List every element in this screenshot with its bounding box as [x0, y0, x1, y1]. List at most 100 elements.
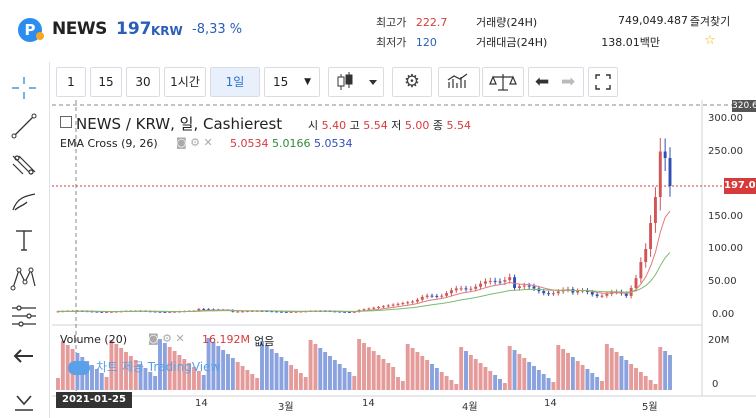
volume-bar	[619, 356, 624, 390]
volume-bar	[303, 377, 308, 390]
volume-bar	[575, 361, 580, 390]
crosshair-tool-icon[interactable]	[9, 74, 39, 102]
trendline-tool-icon[interactable]	[9, 112, 39, 140]
volume-bar	[653, 384, 658, 390]
volume-bar	[386, 363, 391, 390]
volume-bar	[284, 361, 289, 390]
last-price-tag: 197.00	[724, 178, 756, 194]
y-tick: 150.00	[708, 211, 743, 222]
volume-bar	[221, 350, 226, 390]
volume-bar	[400, 381, 405, 390]
volume-bar	[663, 351, 668, 390]
candle-body	[95, 311, 99, 313]
settings-button[interactable]: ⚙	[392, 67, 432, 97]
collapse-down-icon[interactable]	[9, 388, 39, 416]
candle-body	[372, 307, 376, 309]
brush-tool-icon[interactable]	[9, 188, 39, 216]
interval-select[interactable]: 15 ▼	[264, 67, 320, 97]
volume-bar	[298, 373, 303, 390]
volume-bar	[614, 352, 619, 390]
volume-bar	[216, 346, 221, 390]
interval-30m-button[interactable]: 30	[126, 67, 160, 97]
volume-bar	[109, 340, 114, 390]
volume-bar	[226, 354, 230, 390]
volume-bar	[124, 352, 128, 390]
volume-bar	[99, 373, 104, 390]
volume-bar	[629, 364, 634, 390]
candle-body	[90, 311, 94, 313]
candle-body	[532, 286, 536, 289]
candle-body	[639, 262, 643, 279]
price-change: -8,33 %	[192, 22, 243, 37]
drawing-toolbar	[0, 62, 50, 418]
candle-body	[430, 295, 434, 297]
ohlc-high-value: 5.54	[363, 119, 388, 132]
favorite-button[interactable]: 즐겨찾기 ☆	[688, 13, 732, 48]
candle-body	[542, 291, 546, 294]
chart-canvas[interactable]	[52, 100, 756, 418]
volume-bar	[600, 381, 604, 390]
volume-bar	[187, 363, 192, 390]
volume-bar	[541, 374, 546, 390]
volume-bar	[381, 359, 386, 390]
text-tool-icon[interactable]	[9, 226, 39, 254]
volume-bar	[668, 355, 672, 390]
volume-bar	[138, 364, 143, 390]
volume-bar	[430, 364, 434, 390]
exchange-logo: P	[18, 18, 44, 42]
volume-bar	[362, 343, 366, 390]
volume-bar	[162, 343, 167, 390]
volume-bar	[158, 339, 162, 390]
interval-1d-button[interactable]: 1일	[210, 67, 260, 97]
candle-body	[454, 288, 458, 291]
volume-bar	[279, 357, 284, 390]
chart-type-select[interactable]	[328, 67, 384, 97]
candle-body	[352, 311, 356, 313]
candle-body	[517, 286, 521, 288]
undo-icon[interactable]: ⬅	[535, 72, 550, 92]
candle-body	[202, 308, 206, 310]
ema-fast-line	[57, 210, 671, 313]
collapse-legend-icon[interactable]	[60, 116, 72, 128]
ema-legend-controls-icon[interactable]: ◙ ⚙ ✕	[176, 136, 213, 149]
ohlc-low-label: 저	[391, 119, 402, 132]
ohlc-high-label: 고	[349, 119, 360, 132]
chevron-down-icon: ▼	[304, 77, 311, 87]
candle-body	[56, 311, 60, 313]
candle-body	[547, 293, 551, 295]
interval-15m-button[interactable]: 15	[90, 67, 122, 97]
redo-icon[interactable]: ➡	[561, 72, 576, 92]
candle-body	[663, 151, 667, 158]
volume-bar	[318, 348, 323, 390]
volume-legend-controls-icon[interactable]: ◙ ⚙ ✕	[148, 332, 185, 345]
volume-bar	[566, 353, 570, 390]
candle-body	[483, 281, 487, 284]
candle-body	[386, 305, 390, 307]
arrow-left-icon[interactable]	[9, 342, 39, 370]
top-price-tag: 320.68	[732, 100, 756, 112]
volume-bar	[425, 360, 430, 390]
compare-button[interactable]	[482, 67, 524, 97]
candle-body	[435, 295, 439, 297]
x-tick: 3월	[278, 402, 294, 413]
indicators-button[interactable]	[438, 67, 480, 97]
volume-bar	[289, 365, 294, 390]
candle-body	[595, 294, 599, 297]
price-chart[interactable]: NEWS / KRW, 일, Cashierest 시 5.40 고 5.54 …	[52, 100, 756, 418]
candle-body	[527, 285, 531, 287]
volume-bar	[308, 340, 313, 390]
interval-1m-button[interactable]: 1	[56, 67, 86, 97]
volume-bar	[250, 374, 255, 390]
prediction-tool-icon[interactable]	[9, 302, 39, 330]
volume-bar	[449, 380, 454, 390]
fullscreen-button[interactable]	[588, 67, 618, 97]
candle-body	[605, 293, 609, 296]
fib-tool-icon[interactable]	[9, 150, 39, 178]
volume-bar	[56, 378, 60, 390]
volume-bar	[274, 353, 279, 390]
volume-bar	[459, 347, 464, 390]
volume-bar	[240, 366, 245, 390]
candle-body	[381, 306, 385, 308]
pattern-tool-icon[interactable]	[9, 264, 39, 292]
interval-1h-button[interactable]: 1시간	[164, 67, 206, 97]
